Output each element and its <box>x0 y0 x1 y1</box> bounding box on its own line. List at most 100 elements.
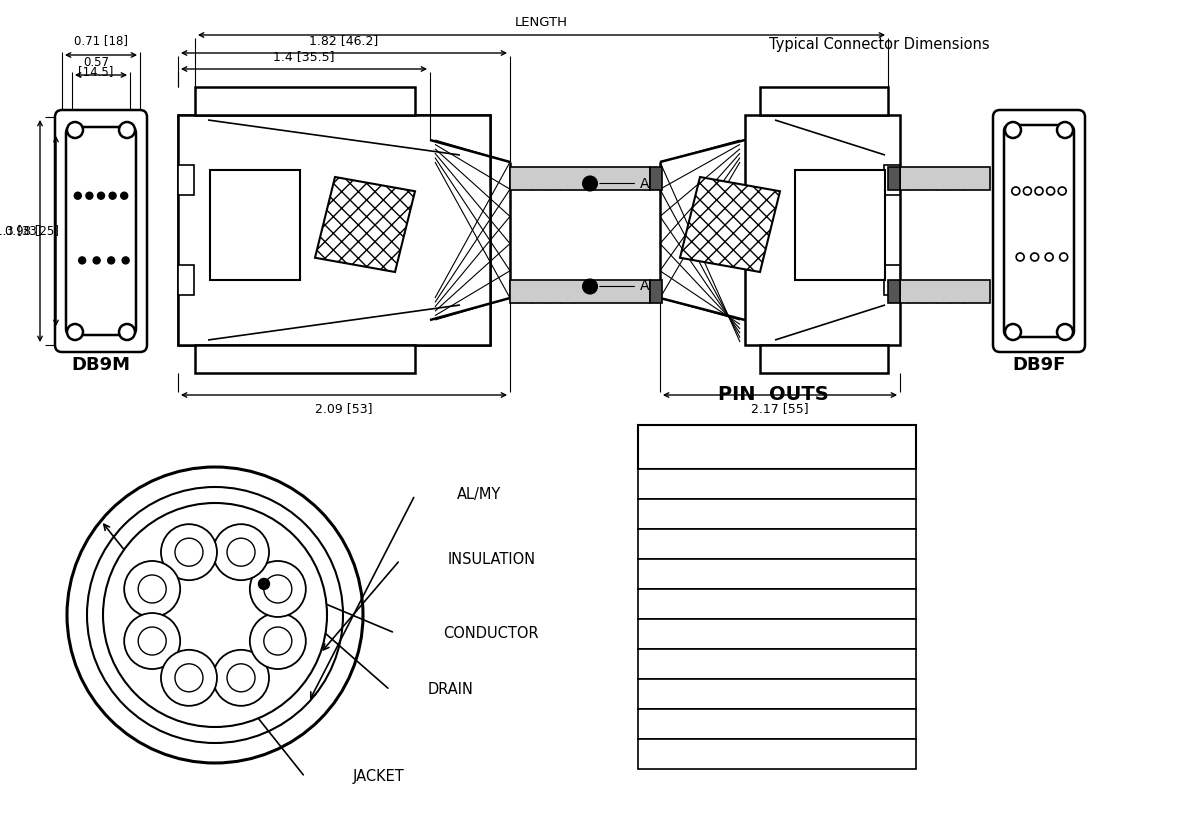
Bar <box>649 280 662 303</box>
Text: 1: 1 <box>668 478 677 490</box>
Circle shape <box>138 627 166 655</box>
Text: 1.4 [35.5]: 1.4 [35.5] <box>273 50 335 63</box>
Bar <box>177 115 490 345</box>
Bar <box>638 679 916 709</box>
Circle shape <box>124 561 180 617</box>
Text: WHITE: WHITE <box>746 717 789 731</box>
Polygon shape <box>195 87 415 115</box>
Circle shape <box>1023 187 1032 195</box>
Circle shape <box>93 257 101 264</box>
Circle shape <box>119 122 135 138</box>
Circle shape <box>227 664 256 692</box>
Bar <box>649 167 662 190</box>
Text: 7: 7 <box>868 657 877 671</box>
FancyBboxPatch shape <box>1004 125 1074 337</box>
Polygon shape <box>195 345 415 373</box>
Text: BLUE: BLUE <box>751 657 784 671</box>
Text: 1: 1 <box>868 478 877 490</box>
Text: 0.57: 0.57 <box>83 55 109 68</box>
Bar <box>638 529 916 559</box>
Circle shape <box>75 192 82 200</box>
Text: 6: 6 <box>75 183 80 193</box>
Text: 2.09 [53]: 2.09 [53] <box>315 402 373 416</box>
Polygon shape <box>680 177 780 272</box>
Bar <box>638 559 916 589</box>
Circle shape <box>67 467 363 763</box>
Circle shape <box>1045 253 1053 261</box>
Circle shape <box>583 176 597 190</box>
Text: RED: RED <box>755 538 782 550</box>
Bar <box>510 167 649 190</box>
Circle shape <box>213 650 269 706</box>
Bar <box>638 589 916 619</box>
Text: AL/MY: AL/MY <box>457 488 502 503</box>
Bar <box>884 165 900 195</box>
Text: 9: 9 <box>668 717 677 731</box>
Circle shape <box>161 524 216 580</box>
Bar <box>211 170 300 280</box>
Polygon shape <box>759 87 888 115</box>
Text: PIN  OUTS: PIN OUTS <box>718 386 828 404</box>
Text: 1: 1 <box>1059 170 1066 180</box>
Text: BLACK: BLACK <box>746 478 790 490</box>
Circle shape <box>108 257 115 264</box>
Text: 5: 5 <box>668 598 677 610</box>
Bar <box>638 619 916 649</box>
Text: 4: 4 <box>868 568 877 580</box>
Bar <box>177 265 194 295</box>
Bar <box>638 499 916 529</box>
Text: GREEN: GREEN <box>745 627 790 640</box>
Circle shape <box>119 324 135 340</box>
Text: MALE: MALE <box>654 449 692 463</box>
Circle shape <box>175 539 203 566</box>
Text: 8: 8 <box>668 687 677 701</box>
Bar <box>638 709 916 739</box>
Circle shape <box>1059 187 1066 195</box>
Bar <box>638 649 916 679</box>
Circle shape <box>124 613 180 669</box>
Text: 9: 9 <box>1011 251 1019 261</box>
Bar <box>888 167 900 190</box>
Circle shape <box>264 627 292 655</box>
Circle shape <box>1060 253 1067 261</box>
Text: 5: 5 <box>121 270 128 280</box>
Text: A: A <box>600 280 649 293</box>
Circle shape <box>1030 253 1039 261</box>
Text: 5: 5 <box>1011 268 1019 278</box>
Text: FEMALE: FEMALE <box>845 449 900 463</box>
Text: 3: 3 <box>868 538 877 550</box>
Bar <box>884 265 900 295</box>
Circle shape <box>175 664 203 692</box>
Text: [14.5]: [14.5] <box>78 65 114 78</box>
Text: 7: 7 <box>668 657 677 671</box>
Text: LENGTH: LENGTH <box>515 17 568 29</box>
Bar <box>795 170 885 280</box>
Text: Typical Connector Dimensions: Typical Connector Dimensions <box>769 38 990 53</box>
Text: BROWN: BROWN <box>742 508 794 520</box>
Bar <box>888 280 900 303</box>
Text: DB9P: DB9P <box>853 434 891 447</box>
Circle shape <box>213 524 269 580</box>
Circle shape <box>67 324 83 340</box>
Circle shape <box>1056 122 1073 138</box>
Text: SHELL: SHELL <box>649 747 697 761</box>
Bar <box>177 165 194 195</box>
Circle shape <box>1006 122 1021 138</box>
Circle shape <box>258 579 270 590</box>
Bar <box>900 280 990 303</box>
Text: A: A <box>600 176 649 190</box>
Circle shape <box>227 539 256 566</box>
Circle shape <box>138 575 166 603</box>
Text: 1.82 [46.2]: 1.82 [46.2] <box>310 34 379 48</box>
Text: 6: 6 <box>668 627 677 640</box>
Polygon shape <box>759 345 888 373</box>
Bar <box>745 115 900 345</box>
Text: SHELL: SHELL <box>848 747 896 761</box>
Bar <box>638 739 916 769</box>
Bar <box>638 425 916 469</box>
Circle shape <box>250 613 306 669</box>
Text: ORANGE: ORANGE <box>739 568 796 580</box>
Text: 6: 6 <box>868 627 877 640</box>
Circle shape <box>67 122 83 138</box>
Text: DRAIN: DRAIN <box>428 682 474 697</box>
